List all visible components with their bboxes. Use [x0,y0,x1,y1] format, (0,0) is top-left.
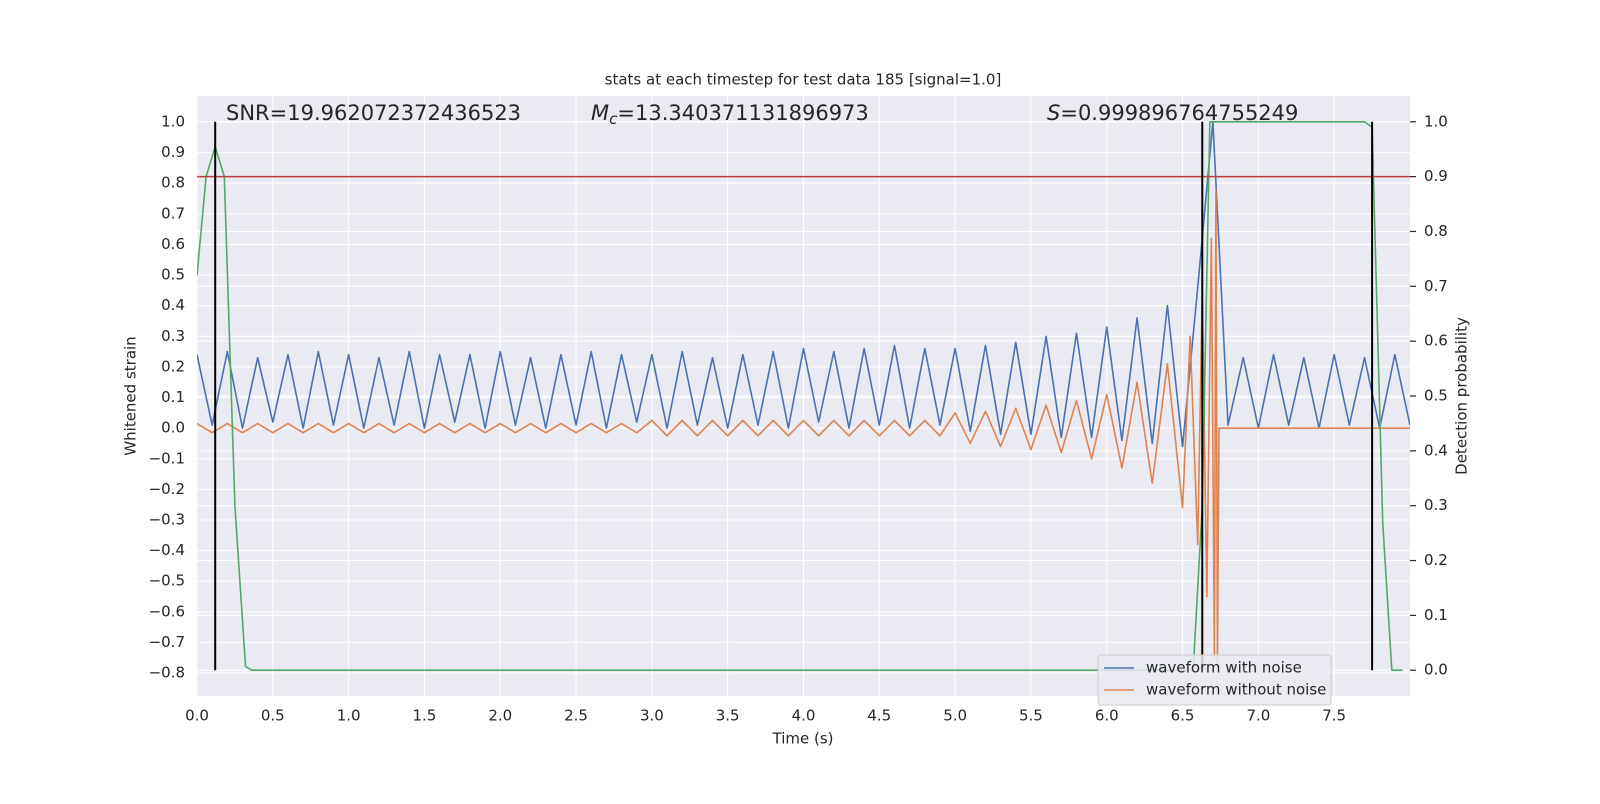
y-tick-label: 0.9 [161,143,185,161]
y-tick-label: −0.6 [149,602,185,620]
y2-tick-label: 0.9 [1424,167,1448,185]
x-axis-label: Time (s) [772,730,834,748]
x-tick-label: 0.0 [185,707,209,725]
y-tick-label: −0.8 [149,664,185,682]
y2-tick-label: 0.2 [1424,551,1448,569]
legend-label: waveform without noise [1146,681,1326,699]
annotation-symbol: M [591,101,609,125]
x-tick-label: 2.5 [564,707,588,725]
x-tick-label: 1.0 [337,707,361,725]
annotation-text: SNR=19.962072372436523 [226,101,521,125]
y-tick-label: 0.0 [161,419,185,437]
y-tick-label: −0.2 [149,480,185,498]
annotation-text: =0.999896764755249 [1060,101,1298,125]
y2-tick-label: 0.4 [1424,441,1448,459]
x-tick-label: 4.0 [792,707,816,725]
x-tick-label: 6.5 [1171,707,1195,725]
y-tick-label: 0.4 [161,296,185,314]
y2-tick-label: 0.7 [1424,277,1448,295]
annotation-symbol: S [1047,101,1060,125]
x-tick-label: 0.5 [261,707,285,725]
y-tick-label: −0.3 [149,510,185,528]
annotation: Mc=13.340371131896973 [591,101,869,128]
y2-tick-label: 0.8 [1424,222,1448,240]
x-tick-label: 3.5 [716,707,740,725]
y-tick-label: −0.7 [149,633,185,651]
annotation-text: =13.340371131896973 [617,101,868,125]
y2-tick-label: 0.3 [1424,496,1448,514]
y-tick-label: −0.5 [149,572,185,590]
y-tick-label: 0.2 [161,357,185,375]
y-tick-label: 0.5 [161,266,185,284]
series-line [197,188,1410,668]
y-tick-label: 0.6 [161,235,185,253]
y2-tick-label: 0.5 [1424,387,1448,405]
annotation: SNR=19.962072372436523 [226,101,521,125]
x-tick-label: 4.5 [867,707,891,725]
y-axis-label: Whitened strain [122,336,140,455]
y-tick-label: 0.3 [161,327,185,345]
x-tick-label: 7.5 [1322,707,1346,725]
x-tick-label: 5.0 [943,707,967,725]
x-tick-label: 1.5 [413,707,437,725]
chart-title: stats at each timestep for test data 185… [605,71,1002,89]
y2-tick-label: 0.0 [1424,661,1448,679]
x-tick-label: 2.0 [488,707,512,725]
y-tick-label: −0.4 [149,541,185,559]
y-tick-label: 0.1 [161,388,185,406]
x-tick-label: 6.0 [1095,707,1119,725]
legend-label: waveform with noise [1146,659,1302,677]
x-tick-label: 5.5 [1019,707,1043,725]
y-tick-label: 0.8 [161,174,185,192]
y2-tick-label: 0.6 [1424,332,1448,350]
y-tick-label: 0.7 [161,204,185,222]
y-tick-label: −0.1 [149,449,185,467]
y2-tick-label: 0.1 [1424,606,1448,624]
x-tick-label: 3.0 [640,707,664,725]
legend-box [1097,654,1332,706]
y-tick-label: 1.0 [161,113,185,131]
y2-axis-label: Detection probability [1453,317,1471,475]
annotation-subscript: c [609,110,618,128]
x-tick-label: 7.0 [1246,707,1270,725]
annotation: S=0.999896764755249 [1047,101,1298,125]
y2-tick-label: 1.0 [1424,112,1448,130]
